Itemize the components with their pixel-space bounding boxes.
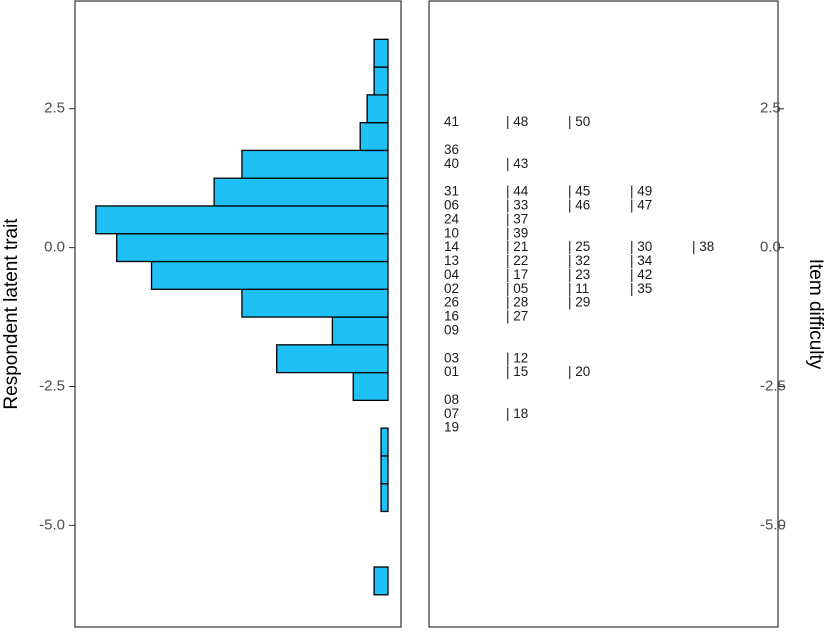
item-label: | 17 bbox=[506, 267, 528, 282]
item-label: 19 bbox=[444, 420, 459, 435]
histogram-bar bbox=[241, 288, 389, 318]
y2-tick-label: -5.0 bbox=[760, 516, 786, 533]
item-label: | 15 bbox=[506, 364, 528, 379]
item-label: 40 bbox=[444, 156, 459, 171]
histogram-bar bbox=[366, 94, 389, 124]
item-label: | 33 bbox=[506, 198, 528, 213]
item-label: | 37 bbox=[506, 211, 528, 226]
item-label: | 32 bbox=[568, 253, 590, 268]
item-label: 10 bbox=[444, 225, 459, 240]
y-tick-label: 0.0 bbox=[44, 239, 65, 256]
item-label: | 39 bbox=[506, 225, 528, 240]
item-label: | 22 bbox=[506, 253, 528, 268]
histogram-bar bbox=[150, 260, 389, 290]
item-label: | 28 bbox=[506, 295, 528, 310]
item-label: | 23 bbox=[568, 267, 590, 282]
left-panel bbox=[74, 0, 402, 628]
item-label: | 30 bbox=[630, 239, 652, 254]
item-label: 01 bbox=[444, 364, 459, 379]
item-label: | 48 bbox=[506, 114, 528, 129]
item-label: | 49 bbox=[630, 184, 652, 199]
item-label: | 35 bbox=[630, 281, 652, 296]
right-panel bbox=[428, 0, 779, 628]
item-label: | 18 bbox=[506, 406, 528, 421]
item-label: | 12 bbox=[506, 350, 528, 365]
item-label: | 44 bbox=[506, 184, 529, 199]
item-label: 24 bbox=[444, 211, 460, 226]
histogram-bar bbox=[380, 427, 389, 457]
item-label: | 11 bbox=[568, 281, 589, 296]
histogram-bar bbox=[380, 483, 389, 513]
histogram-bar bbox=[276, 344, 389, 374]
item-label: | 50 bbox=[568, 114, 590, 129]
y-axis-title: Respondent latent trait bbox=[1, 218, 22, 410]
y2-axis-title: Item difficulty bbox=[805, 259, 826, 370]
item-label: | 43 bbox=[506, 156, 528, 171]
item-label: 26 bbox=[444, 295, 459, 310]
histogram-bar bbox=[352, 371, 389, 402]
histogram-bar bbox=[380, 455, 389, 485]
y2-tick-label: 0.0 bbox=[760, 239, 781, 256]
item-label: 09 bbox=[444, 323, 459, 338]
item-label: 08 bbox=[444, 392, 459, 407]
item-label: | 47 bbox=[630, 198, 652, 213]
histogram-bar bbox=[373, 66, 389, 96]
item-label: | 45 bbox=[568, 184, 590, 199]
histogram-bar bbox=[95, 205, 389, 235]
y2-tick-label: -2.5 bbox=[760, 377, 786, 394]
histogram-bar bbox=[373, 38, 389, 68]
histogram-bar bbox=[359, 121, 389, 152]
histogram-bar bbox=[331, 316, 389, 346]
item-label: | 20 bbox=[568, 364, 590, 379]
item-label: 16 bbox=[444, 309, 459, 324]
y-tick-label: -2.5 bbox=[39, 377, 65, 394]
item-label: | 25 bbox=[568, 239, 590, 254]
item-label: 31 bbox=[444, 184, 459, 199]
item-label: | 27 bbox=[506, 309, 528, 324]
y-tick-label: -5.0 bbox=[39, 516, 65, 533]
item-label: | 38 bbox=[692, 239, 714, 254]
item-label: 03 bbox=[444, 350, 459, 365]
item-label: 02 bbox=[444, 281, 459, 296]
item-label: | 21 bbox=[506, 239, 528, 254]
histogram-bar bbox=[116, 233, 389, 263]
item-label: 07 bbox=[444, 406, 459, 421]
item-label: | 05 bbox=[506, 281, 528, 296]
item-label: 06 bbox=[444, 198, 459, 213]
item-label: 41 bbox=[444, 114, 459, 129]
item-label: | 34 bbox=[630, 253, 653, 268]
item-label: 14 bbox=[444, 239, 460, 254]
item-label: | 29 bbox=[568, 295, 590, 310]
item-label: 36 bbox=[444, 142, 459, 157]
y2-tick-label: 2.5 bbox=[760, 100, 781, 117]
item-label: | 42 bbox=[630, 267, 652, 282]
histogram-bar bbox=[213, 177, 389, 207]
histogram-bar bbox=[241, 149, 389, 179]
histogram-bar bbox=[373, 566, 389, 596]
y-tick-label: 2.5 bbox=[44, 100, 65, 117]
item-label: | 46 bbox=[568, 198, 590, 213]
item-label: 13 bbox=[444, 253, 459, 268]
item-label: 04 bbox=[444, 267, 460, 282]
